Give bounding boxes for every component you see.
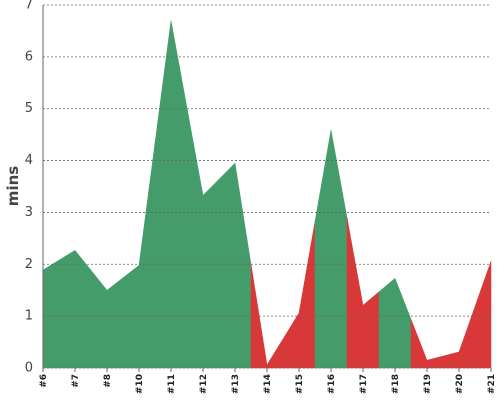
x-tick-label: #14 xyxy=(263,374,273,394)
y-tick-label: 6 xyxy=(25,49,33,64)
x-tick-label: #20 xyxy=(455,374,465,394)
y-tick-label: 3 xyxy=(25,205,33,220)
x-tick-label: #13 xyxy=(231,374,241,394)
x-tick-label: #16 xyxy=(327,374,337,394)
x-tick-label: #11 xyxy=(167,374,177,394)
x-tick-label: #15 xyxy=(295,374,305,394)
area-segment xyxy=(186,107,220,369)
y-axis-label: mins xyxy=(4,166,22,206)
area-segment xyxy=(410,319,444,369)
y-tick-label: 5 xyxy=(25,101,33,116)
y-tick-label: 7 xyxy=(25,0,33,13)
x-tick-label: #18 xyxy=(391,374,401,394)
y-tick-label: 0 xyxy=(25,361,33,376)
area-segment xyxy=(474,261,492,369)
area-segment xyxy=(378,277,412,369)
y-tick-label: 1 xyxy=(25,309,33,324)
area-segment xyxy=(58,249,92,369)
area-segment xyxy=(282,221,316,369)
x-tick-label: #21 xyxy=(487,374,497,394)
x-tick-label: #8 xyxy=(103,374,113,388)
x-tick-label: #19 xyxy=(423,374,433,394)
x-tick-label: #7 xyxy=(71,374,81,388)
y-tick-label: 4 xyxy=(25,153,33,168)
area-segment xyxy=(122,142,156,369)
area-segment xyxy=(346,217,380,369)
x-tick-label: #12 xyxy=(199,374,209,394)
area-segment xyxy=(42,259,60,369)
area-segment xyxy=(250,263,284,369)
area-segment xyxy=(154,20,188,369)
y-tick-label: 2 xyxy=(25,257,33,272)
x-tick-label: #17 xyxy=(359,374,369,394)
area-segment xyxy=(314,129,348,369)
area-segment xyxy=(442,306,476,369)
x-tick-label: #6 xyxy=(39,374,49,388)
x-tick-label: #10 xyxy=(135,374,145,394)
area-segment xyxy=(90,269,124,369)
area-segment xyxy=(218,162,252,369)
